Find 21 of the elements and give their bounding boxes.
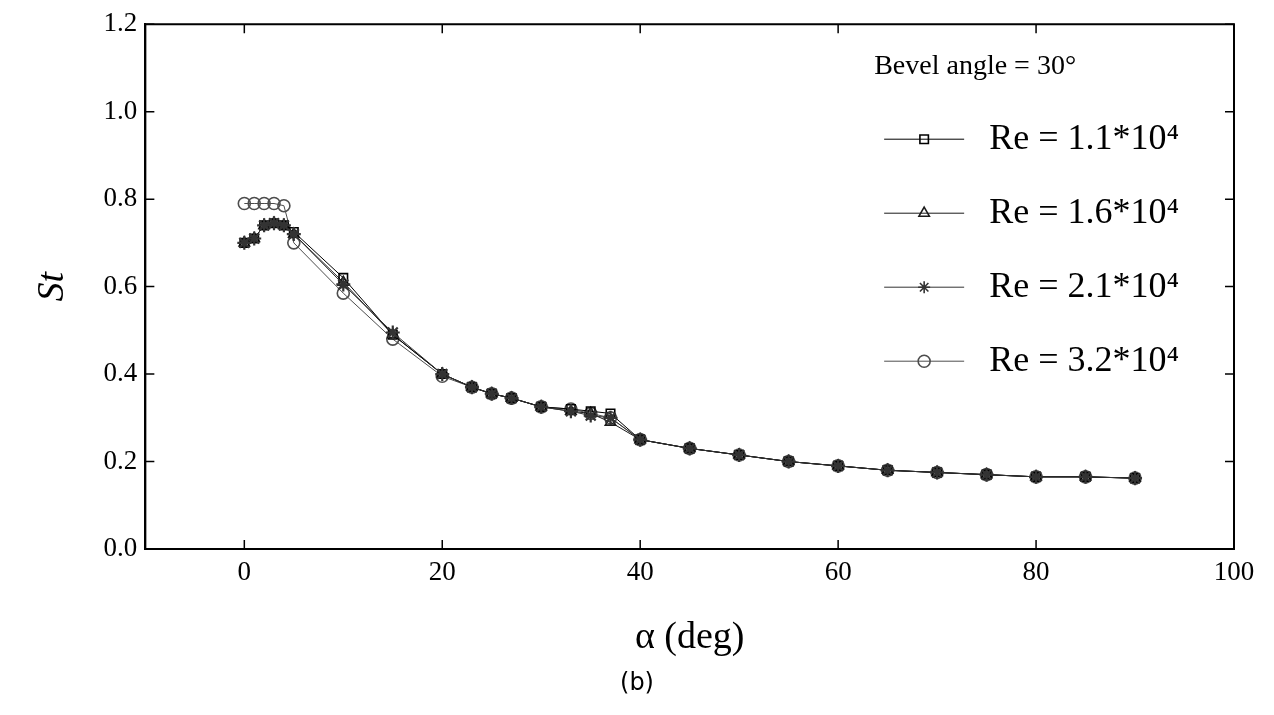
y-tick-label: 0.6 (103, 269, 138, 300)
legend-label: Re = 1.1*10⁴ (989, 116, 1179, 157)
x-tick-label: 20 (428, 556, 456, 587)
y-tick-label: 0.0 (103, 532, 138, 563)
x-tick-label: 60 (824, 556, 852, 587)
y-tick-label: 0.2 (103, 444, 138, 475)
x-tick-label: 0 (237, 556, 252, 587)
x-axis-title: α (deg) (634, 614, 745, 658)
legend-title: Bevel angle = 30° (874, 48, 1077, 80)
x-tick-label: 80 (1022, 556, 1050, 587)
legend-label: Re = 1.6*10⁴ (989, 190, 1179, 231)
legend-label: Re = 2.1*10⁴ (989, 264, 1179, 305)
text: (b) (619, 668, 655, 696)
y-tick-label: 1.0 (103, 94, 138, 125)
x-tick-label: 100 (1213, 556, 1255, 587)
y-tick-label: 0.4 (103, 357, 138, 388)
y-axis-title: St (28, 270, 71, 302)
y-tick-label: 1.2 (103, 7, 138, 38)
legend-label: Re = 3.2*10⁴ (989, 338, 1179, 379)
x-tick-label: 40 (626, 556, 654, 587)
y-tick-label: 0.8 (103, 182, 138, 213)
